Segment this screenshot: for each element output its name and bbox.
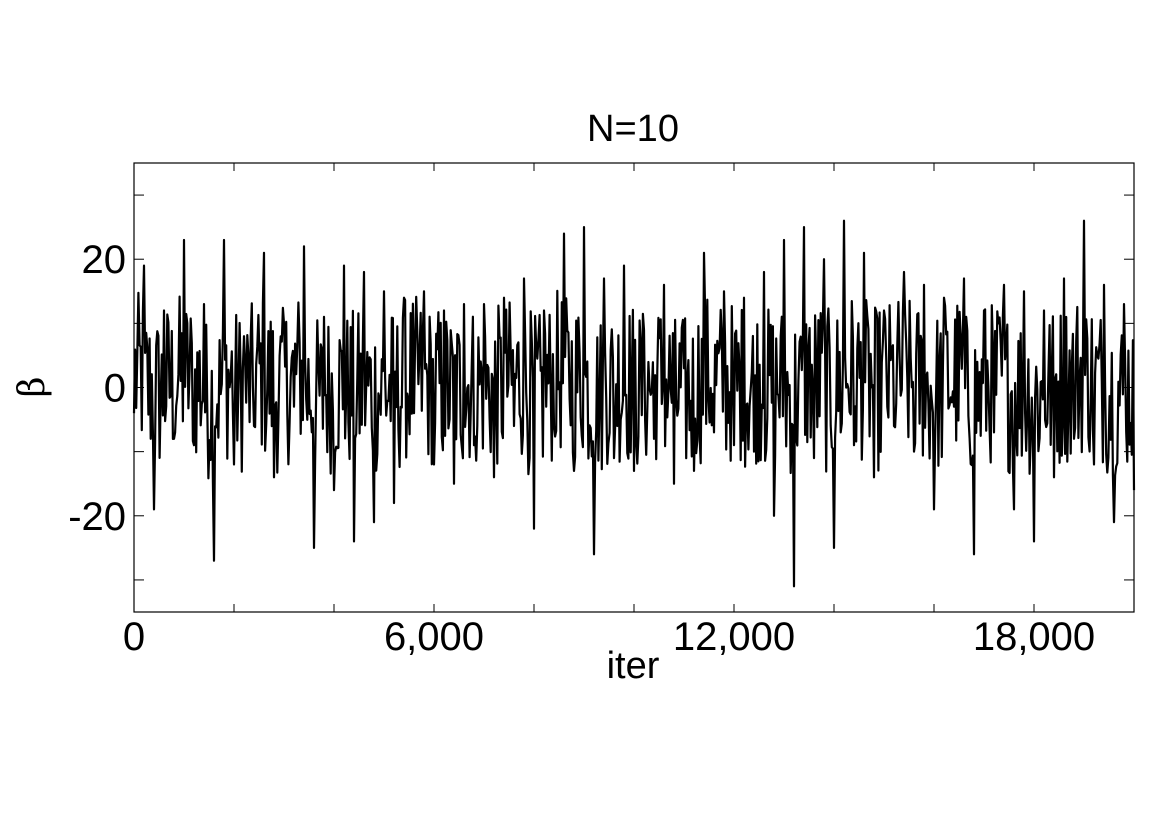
x-tick-label: 18,000 [973, 615, 1095, 659]
plot-area: 0 6,000 12,000 18,000 -20 0 20 [68, 162, 1136, 659]
y-tick-label: 20 [82, 238, 127, 282]
x-axis-label: iter [607, 645, 660, 687]
chart-title: N=10 [587, 108, 679, 150]
y-tick-label: 0 [104, 367, 126, 411]
series-line [132, 219, 1136, 588]
y-axis-label: β [12, 377, 53, 398]
x-tick-label: 0 [123, 615, 145, 659]
x-tick-label: 6,000 [384, 615, 484, 659]
y-tick-label: -20 [68, 495, 126, 539]
x-tick-label: 12,000 [673, 615, 795, 659]
